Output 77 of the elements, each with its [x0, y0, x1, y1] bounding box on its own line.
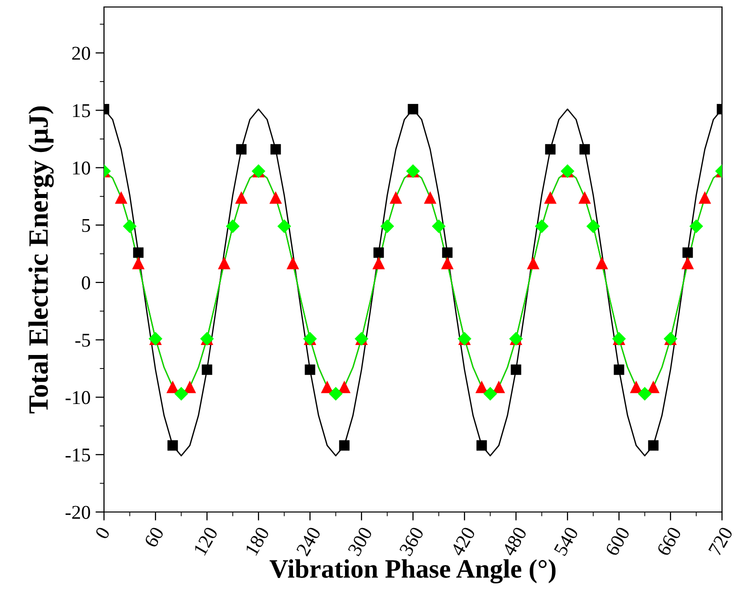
point: [390, 191, 402, 204]
point: [269, 191, 282, 204]
y-tick-label: 0: [82, 276, 90, 290]
point: [372, 256, 385, 270]
point: [339, 440, 350, 451]
point: [277, 219, 292, 234]
point: [380, 219, 394, 234]
point: [492, 380, 506, 394]
point: [476, 440, 487, 451]
point: [304, 364, 316, 375]
point: [545, 144, 556, 155]
point: [681, 256, 694, 270]
point: [114, 191, 128, 204]
point: [630, 380, 642, 394]
y-tick-label: 5: [82, 219, 90, 232]
point: [174, 386, 188, 401]
x-tick-label: 60: [144, 526, 164, 548]
point: [586, 219, 600, 234]
point: [544, 191, 557, 204]
point: [483, 386, 498, 401]
y-tick-label: 15: [73, 104, 90, 118]
point: [235, 191, 248, 204]
x-tick-label: 0: [94, 526, 110, 540]
point: [578, 191, 591, 204]
point: [167, 440, 178, 451]
point: [408, 104, 418, 114]
point: [320, 380, 334, 394]
point: [432, 219, 446, 234]
x-tick-label: 240: [296, 526, 322, 557]
x-tick-label: 420: [450, 526, 476, 557]
point: [682, 247, 693, 258]
point: [424, 191, 436, 204]
x-tick-label: 480: [502, 526, 528, 557]
point: [638, 386, 652, 401]
x-tick-label: 120: [193, 526, 218, 556]
point: [373, 247, 384, 258]
y-tick-label: -15: [66, 448, 90, 462]
point: [202, 364, 212, 375]
point: [226, 219, 240, 234]
y-tick-label: 20: [72, 46, 90, 60]
point: [133, 247, 144, 258]
point: [510, 364, 522, 375]
y-axis-title: Total Electric Energy (μJ): [28, 106, 54, 414]
x-tick-label: 360: [399, 526, 424, 556]
x-tick-label: 180: [244, 526, 270, 556]
point: [614, 364, 624, 375]
point: [442, 247, 453, 258]
x-tick-label: 600: [604, 526, 630, 557]
point: [166, 380, 179, 394]
x-tick-label: 540: [554, 526, 579, 556]
point: [596, 256, 608, 270]
y-tick-label: -20: [66, 506, 90, 519]
point: [270, 144, 281, 155]
point: [475, 380, 488, 394]
point: [338, 380, 351, 394]
point: [218, 256, 230, 270]
point: [236, 144, 247, 155]
point: [526, 256, 540, 270]
point: [647, 380, 660, 394]
point: [579, 144, 590, 155]
point: [534, 219, 549, 234]
point: [441, 256, 454, 270]
point: [132, 256, 145, 270]
x-axis-title: Vibration Phase Angle (°): [270, 559, 556, 584]
point: [698, 191, 712, 204]
point: [286, 256, 300, 270]
point: [328, 386, 343, 401]
y-tick-label: -10: [66, 391, 90, 404]
point: [122, 219, 137, 234]
point: [184, 380, 196, 394]
point: [648, 440, 659, 451]
x-tick-label: 720: [708, 526, 734, 556]
y-tick-label: -5: [75, 334, 90, 347]
point: [689, 219, 704, 234]
x-tick-label: 300: [348, 526, 373, 556]
y-tick-label: 10: [73, 162, 90, 175]
x-tick-label: 660: [656, 526, 682, 557]
